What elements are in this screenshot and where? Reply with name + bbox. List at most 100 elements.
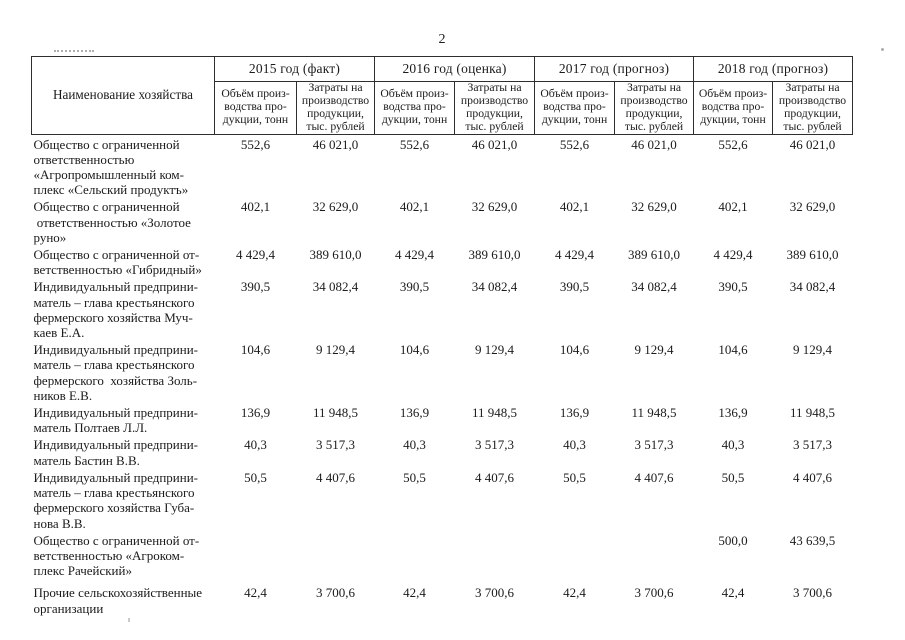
value-cell: 104,6 bbox=[718, 342, 748, 358]
enterprise-name: Индивидуальный предприни- матель – глава… bbox=[33, 279, 198, 341]
value-cell: 4 407,6 bbox=[634, 469, 674, 485]
value-cell: 32 629,0 bbox=[471, 199, 518, 215]
value-cell: 4 407,6 bbox=[793, 469, 833, 485]
value-cell: 40,3 bbox=[721, 437, 745, 453]
value-cell: 50,5 bbox=[403, 469, 426, 485]
enterprise-name: Прочие сельскохозяйственные организации bbox=[33, 585, 203, 616]
value-cell: 4 429,4 bbox=[236, 247, 275, 263]
value-cell: 104,6 bbox=[240, 342, 271, 358]
value-cell: 552,6 bbox=[399, 136, 430, 152]
enterprise-name: Общество с ограниченной от- ветственност… bbox=[33, 247, 202, 278]
column-header-year-2015: 2015 год (факт) bbox=[213, 56, 376, 82]
value-cell: 4 429,4 bbox=[555, 247, 595, 263]
table-row: Индивидуальный предприни- матель – глава… bbox=[32, 277, 853, 340]
value-cell: 34 082,4 bbox=[312, 279, 359, 295]
column-header-volume-2016: Объём произ- водства про- дукции, тонн bbox=[374, 81, 456, 135]
value-cell: 104,6 bbox=[559, 342, 590, 358]
value-cell bbox=[215, 531, 297, 579]
value-cell: 42,4 bbox=[721, 585, 745, 601]
column-header-cost-2015: Затраты на производство продукции, тыс. … bbox=[295, 81, 376, 135]
value-cell: 136,9 bbox=[240, 405, 271, 421]
value-cell: 390,5 bbox=[399, 279, 430, 295]
value-cell: 390,5 bbox=[559, 279, 590, 295]
value-cell: 552,6 bbox=[559, 136, 590, 152]
table-row: Индивидуальный предприни- матель Бастин … bbox=[32, 435, 853, 467]
value-cell: 3 700,6 bbox=[634, 585, 674, 601]
column-header-year-2018: 2018 год (прогноз) bbox=[693, 56, 854, 82]
value-cell: 402,1 bbox=[240, 199, 271, 215]
table-row: Общество с ограниченной ответственностью… bbox=[32, 134, 853, 198]
value-cell: 11 948,5 bbox=[312, 405, 359, 421]
scan-artifact bbox=[128, 618, 130, 622]
table-row: Индивидуальный предприни- матель Полтаев… bbox=[32, 403, 853, 435]
value-cell: 11 948,5 bbox=[472, 405, 518, 421]
column-header-volume-2015: Объём произ- водства про- дукции, тонн bbox=[214, 81, 297, 135]
production-table: Наименование хозяйства 2015 год (факт) 2… bbox=[31, 56, 854, 616]
value-cell: 34 082,4 bbox=[471, 279, 518, 295]
value-cell: 390,5 bbox=[718, 279, 748, 295]
table-row: Общество с ограниченной от- ветственност… bbox=[32, 245, 853, 277]
value-cell: 389 610,0 bbox=[309, 247, 362, 263]
enterprise-name: Индивидуальный предприни- матель Бастин … bbox=[33, 437, 198, 468]
value-cell: 9 129,4 bbox=[634, 342, 674, 358]
table-row: Общество с ограниченной ответственностью… bbox=[32, 197, 853, 245]
value-cell bbox=[535, 531, 615, 579]
enterprise-name: Общество с ограниченной ответственностью… bbox=[33, 199, 191, 245]
enterprise-name: Индивидуальный предприни- матель – глава… bbox=[33, 469, 198, 531]
column-header-enterprise-name: Наименование хозяйства bbox=[31, 56, 215, 135]
value-cell: 43 639,5 bbox=[789, 532, 836, 548]
value-cell: 50,5 bbox=[244, 469, 267, 485]
value-cell: 552,6 bbox=[718, 136, 748, 152]
header-row-measures: Объём произ- водства про- дукции, тонн З… bbox=[32, 81, 854, 135]
value-cell: 500,0 bbox=[718, 532, 748, 548]
table-row: Прочие сельскохозяйственные организации 4… bbox=[32, 578, 853, 615]
value-cell bbox=[375, 531, 455, 579]
column-header-year-2016: 2016 год (оценка) bbox=[374, 56, 536, 82]
value-cell: 46 021,0 bbox=[312, 136, 359, 152]
enterprise-name: Индивидуальный предприни- матель Полтаев… bbox=[33, 405, 198, 436]
value-cell: 32 629,0 bbox=[789, 199, 836, 215]
value-cell: 11 948,5 bbox=[631, 405, 677, 421]
value-cell: 46 021,0 bbox=[631, 136, 677, 152]
value-cell bbox=[297, 531, 375, 579]
table-row: Индивидуальный предприни- матель – глава… bbox=[32, 340, 853, 403]
value-cell: 34 082,4 bbox=[631, 279, 677, 295]
value-cell bbox=[615, 531, 694, 579]
value-cell: 32 629,0 bbox=[312, 199, 359, 215]
value-cell: 9 129,4 bbox=[793, 342, 833, 358]
column-header-volume-2017: Объём произ- водства про- дукции, тонн bbox=[534, 81, 616, 135]
value-cell: 42,4 bbox=[244, 585, 267, 601]
value-cell: 3 700,6 bbox=[475, 585, 515, 601]
value-cell: 46 021,0 bbox=[789, 136, 836, 152]
column-header-volume-2018: Объём произ- водства про- дукции, тонн bbox=[693, 81, 774, 135]
column-header-year-2017: 2017 год (прогноз) bbox=[534, 56, 695, 82]
value-cell: 50,5 bbox=[563, 469, 586, 485]
value-cell: 46 021,0 bbox=[471, 136, 518, 152]
value-cell: 402,1 bbox=[718, 199, 748, 215]
value-cell: 9 129,4 bbox=[475, 342, 515, 358]
value-cell: 3 700,6 bbox=[316, 585, 355, 601]
value-cell: 136,9 bbox=[718, 405, 748, 421]
value-cell: 136,9 bbox=[399, 405, 430, 421]
value-cell: 34 082,4 bbox=[789, 279, 836, 295]
value-cell: 4 429,4 bbox=[395, 247, 435, 263]
value-cell: 9 129,4 bbox=[316, 342, 355, 358]
table-row: Индивидуальный предприни- матель – глава… bbox=[32, 468, 853, 531]
value-cell: 389 610,0 bbox=[468, 247, 521, 263]
value-cell: 4 407,6 bbox=[475, 469, 515, 485]
value-cell: 42,4 bbox=[563, 585, 586, 601]
value-cell: 389 610,0 bbox=[786, 247, 839, 263]
value-cell: 389 610,0 bbox=[628, 247, 681, 263]
value-cell: 136,9 bbox=[559, 405, 590, 421]
value-cell: 40,3 bbox=[244, 437, 267, 453]
header-row-years: Наименование хозяйства 2015 год (факт) 2… bbox=[31, 56, 854, 135]
value-cell: 402,1 bbox=[559, 199, 590, 215]
value-cell: 11 948,5 bbox=[790, 405, 836, 421]
value-cell: 3 700,6 bbox=[793, 585, 833, 601]
enterprise-name: Общество с ограниченной ответственностью… bbox=[33, 136, 189, 198]
value-cell bbox=[455, 531, 535, 579]
value-cell: 3 517,3 bbox=[634, 437, 674, 453]
column-header-cost-2018: Затраты на производство продукции, тыс. … bbox=[772, 81, 854, 135]
value-cell: 4 429,4 bbox=[713, 247, 753, 263]
